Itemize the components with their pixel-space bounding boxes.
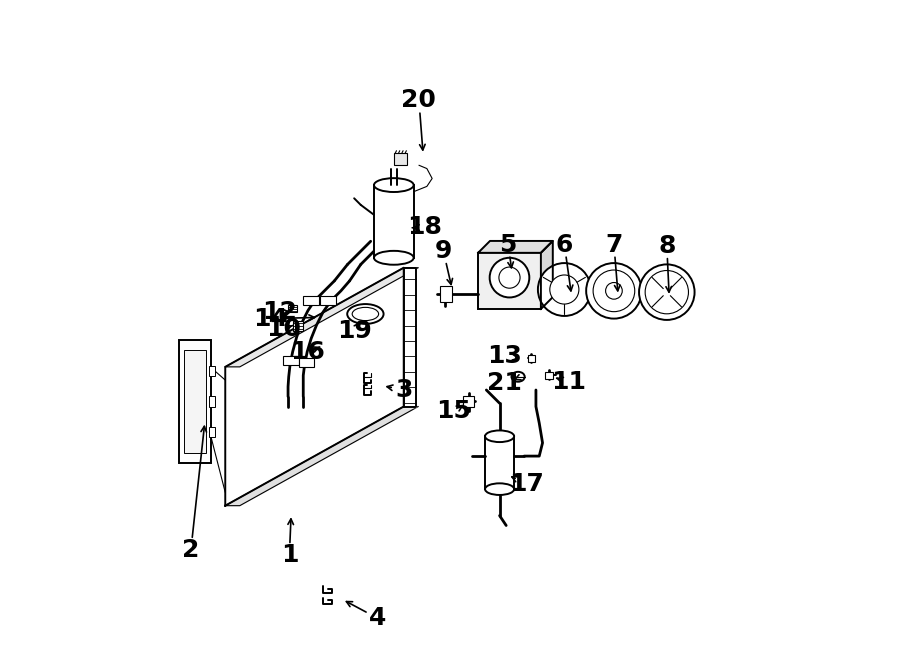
Bar [209,366,215,376]
Polygon shape [404,268,416,407]
Circle shape [550,275,579,304]
Text: 5: 5 [500,233,517,256]
Bar [545,372,554,379]
Text: 19: 19 [337,319,372,342]
Bar [299,358,314,367]
Text: 9: 9 [435,239,452,263]
Polygon shape [225,268,404,506]
Bar [303,296,320,305]
Circle shape [639,264,695,320]
Ellipse shape [485,483,514,495]
Text: 20: 20 [401,89,436,112]
Bar [184,350,206,453]
Bar [394,153,407,165]
Bar [478,253,541,309]
Bar [440,286,452,302]
Circle shape [538,263,590,316]
Circle shape [593,270,634,311]
Bar [320,296,336,305]
Ellipse shape [374,178,414,192]
Bar [179,340,211,463]
Circle shape [586,263,642,319]
Circle shape [645,270,688,314]
Ellipse shape [374,251,414,264]
Ellipse shape [511,371,525,381]
Polygon shape [225,407,418,506]
Text: 2: 2 [182,538,200,562]
Text: 13: 13 [487,344,522,368]
Text: 6: 6 [555,233,573,256]
Text: 11: 11 [552,370,587,394]
Bar [288,305,297,312]
Text: 3: 3 [395,378,412,402]
Text: 1: 1 [281,543,298,567]
Text: 7: 7 [605,233,623,256]
Text: 18: 18 [408,215,442,239]
Circle shape [499,267,520,288]
Text: 10: 10 [266,317,301,340]
Text: 15: 15 [436,399,471,423]
Circle shape [490,258,529,297]
Polygon shape [225,268,418,367]
Text: 17: 17 [509,472,544,496]
Bar [209,397,215,407]
Circle shape [606,282,622,299]
Bar [292,321,303,331]
Bar [374,185,414,258]
Polygon shape [541,241,553,309]
Text: 8: 8 [658,234,676,258]
Text: 14: 14 [253,307,288,330]
Ellipse shape [347,304,383,324]
Text: 16: 16 [291,340,325,364]
Bar [464,396,473,407]
Text: 4: 4 [369,606,386,630]
Text: 21: 21 [488,371,522,395]
Bar [284,356,300,365]
Polygon shape [478,241,553,253]
Ellipse shape [352,307,379,321]
Text: 12: 12 [262,300,297,324]
Bar [209,427,215,438]
Bar [528,355,535,362]
Bar [485,436,514,489]
Ellipse shape [485,430,514,442]
